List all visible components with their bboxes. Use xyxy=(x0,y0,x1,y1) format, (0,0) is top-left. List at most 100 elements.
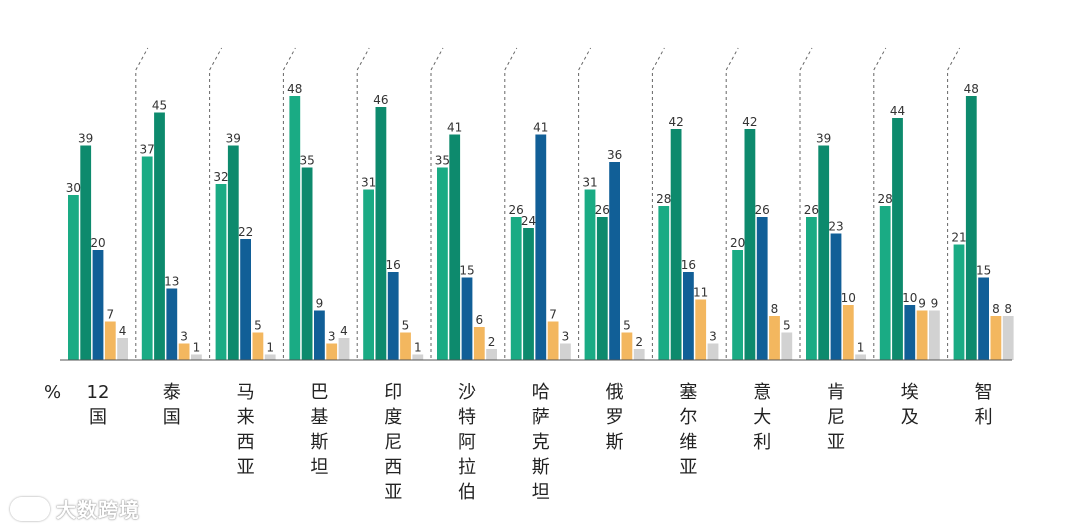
value-label: 39 xyxy=(78,132,93,146)
bar xyxy=(510,217,522,360)
bar xyxy=(732,250,743,360)
value-label: 6 xyxy=(475,313,483,327)
bar xyxy=(400,332,411,360)
bar xyxy=(1002,316,1014,360)
category-label: 肯尼亚 xyxy=(827,382,845,453)
value-label: 46 xyxy=(373,93,388,107)
bar xyxy=(363,189,374,360)
bar xyxy=(560,343,571,360)
value-label: 4 xyxy=(119,324,127,338)
bar xyxy=(178,343,190,360)
value-label: 8 xyxy=(1004,302,1012,316)
value-label: 31 xyxy=(361,176,376,190)
value-label: 9 xyxy=(316,297,324,311)
bar xyxy=(252,332,264,360)
value-label: 1 xyxy=(857,341,865,355)
category-label: 印度尼西亚 xyxy=(384,382,402,503)
group-separator xyxy=(578,47,592,358)
watermark-logo-icon xyxy=(10,496,50,521)
value-label: 39 xyxy=(226,132,241,146)
value-label: 8 xyxy=(992,302,1000,316)
value-label: 1 xyxy=(414,341,422,355)
value-label: 5 xyxy=(623,319,631,333)
value-label: 44 xyxy=(890,104,905,118)
bar xyxy=(683,272,694,360)
bar xyxy=(301,167,313,360)
value-label: 1 xyxy=(193,341,201,355)
group-separator xyxy=(135,47,149,358)
bar xyxy=(461,277,473,360)
group-separators xyxy=(135,47,961,358)
category-label: 俄罗斯 xyxy=(606,382,624,453)
bar xyxy=(80,145,92,360)
group-separator xyxy=(430,47,444,358)
value-label: 35 xyxy=(299,154,314,168)
watermark: 大数跨境 xyxy=(10,494,140,523)
group-separator xyxy=(504,47,518,358)
bar xyxy=(92,250,104,360)
value-label: 42 xyxy=(742,115,757,129)
value-label: 4 xyxy=(340,324,348,338)
bar xyxy=(990,316,1002,360)
bar xyxy=(535,134,547,360)
value-label: 26 xyxy=(755,203,770,217)
value-label: 15 xyxy=(976,264,991,278)
value-label: 1 xyxy=(266,341,274,355)
value-label: 16 xyxy=(386,258,401,272)
value-label: 3 xyxy=(709,330,717,344)
bar xyxy=(240,239,251,360)
bar xyxy=(314,310,325,360)
value-label: 10 xyxy=(841,291,856,305)
bar xyxy=(191,354,202,360)
value-label: 5 xyxy=(783,319,791,333)
value-label: 48 xyxy=(964,82,979,96)
value-label: 22 xyxy=(238,225,253,239)
group-separator xyxy=(651,47,665,358)
value-label: 45 xyxy=(152,99,167,113)
value-label: 11 xyxy=(693,286,708,300)
category-label: 智利 xyxy=(975,382,993,428)
category-label: 塞尔维亚 xyxy=(679,382,697,478)
bar xyxy=(892,118,903,360)
bar xyxy=(326,343,338,360)
category-labels: 12 国 泰国 马来西亚 巴基斯坦 印度尼西亚 沙特阿拉伯 哈萨克斯坦 俄罗斯 塞尔维亚 意大利 肯尼… xyxy=(87,382,993,503)
value-label: 20 xyxy=(730,236,745,250)
value-label: 13 xyxy=(164,275,179,289)
category-label: 哈萨克斯坦 xyxy=(532,382,550,503)
group-separator xyxy=(947,47,961,358)
bar xyxy=(769,316,780,360)
group-separator xyxy=(282,47,296,358)
bar xyxy=(806,217,817,360)
category-label: 马来西亚 xyxy=(237,382,255,478)
bar xyxy=(978,277,989,360)
bar xyxy=(449,134,461,360)
bar xyxy=(904,305,916,360)
value-label: 5 xyxy=(254,319,262,333)
value-label: 5 xyxy=(402,319,410,333)
bar xyxy=(695,299,707,360)
value-label: 20 xyxy=(90,236,105,250)
bar xyxy=(609,162,620,360)
bar xyxy=(621,332,633,360)
value-label: 3 xyxy=(562,330,570,344)
bar xyxy=(104,321,116,360)
bar xyxy=(547,321,559,360)
watermark-text: 大数跨境 xyxy=(56,498,140,522)
value-label: 35 xyxy=(435,154,450,168)
bar xyxy=(289,96,301,360)
bar xyxy=(916,310,928,360)
bar xyxy=(584,189,596,360)
bar xyxy=(154,112,165,360)
value-label: 15 xyxy=(459,264,474,278)
value-label: 7 xyxy=(549,308,557,322)
group-separator xyxy=(873,47,887,358)
bar xyxy=(756,217,768,360)
bar xyxy=(141,156,153,360)
value-label: 28 xyxy=(656,192,671,206)
bar xyxy=(842,305,854,360)
bar xyxy=(338,338,350,360)
bar xyxy=(781,332,793,360)
group-separator xyxy=(209,47,223,358)
value-label: 23 xyxy=(828,220,843,234)
bar xyxy=(953,244,965,360)
